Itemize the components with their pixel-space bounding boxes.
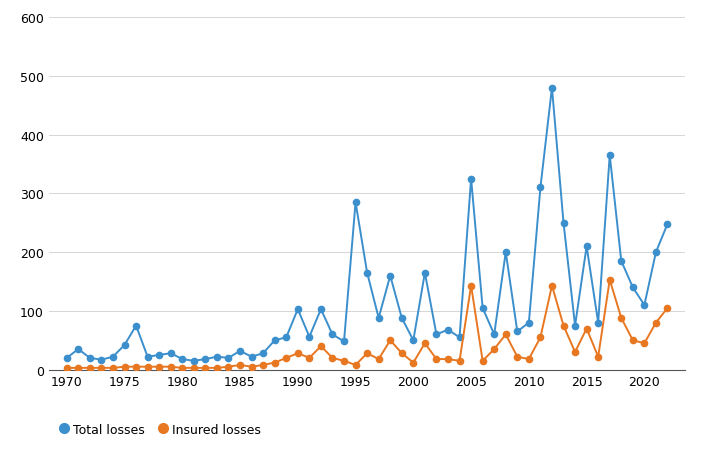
Total losses [548, 86, 556, 91]
Insured losses [606, 277, 614, 283]
Insured losses [421, 341, 429, 346]
Line: Insured losses: Insured losses [64, 277, 671, 371]
Insured losses [225, 364, 233, 370]
Total losses [236, 348, 244, 354]
Total losses [421, 271, 429, 276]
Total losses [63, 355, 71, 361]
Insured losses [594, 354, 602, 359]
Insured losses [63, 365, 71, 371]
Insured losses [663, 306, 671, 311]
Legend: Total losses, Insured losses: Total losses, Insured losses [56, 418, 266, 441]
Insured losses [409, 360, 417, 365]
Insured losses [525, 357, 533, 362]
Insured losses [444, 357, 453, 362]
Total losses [190, 359, 198, 364]
Total losses [536, 185, 544, 191]
Total losses [467, 177, 475, 182]
Total losses [432, 332, 441, 337]
Line: Total losses: Total losses [64, 85, 671, 364]
Total losses [663, 222, 671, 227]
Total losses [455, 335, 464, 341]
